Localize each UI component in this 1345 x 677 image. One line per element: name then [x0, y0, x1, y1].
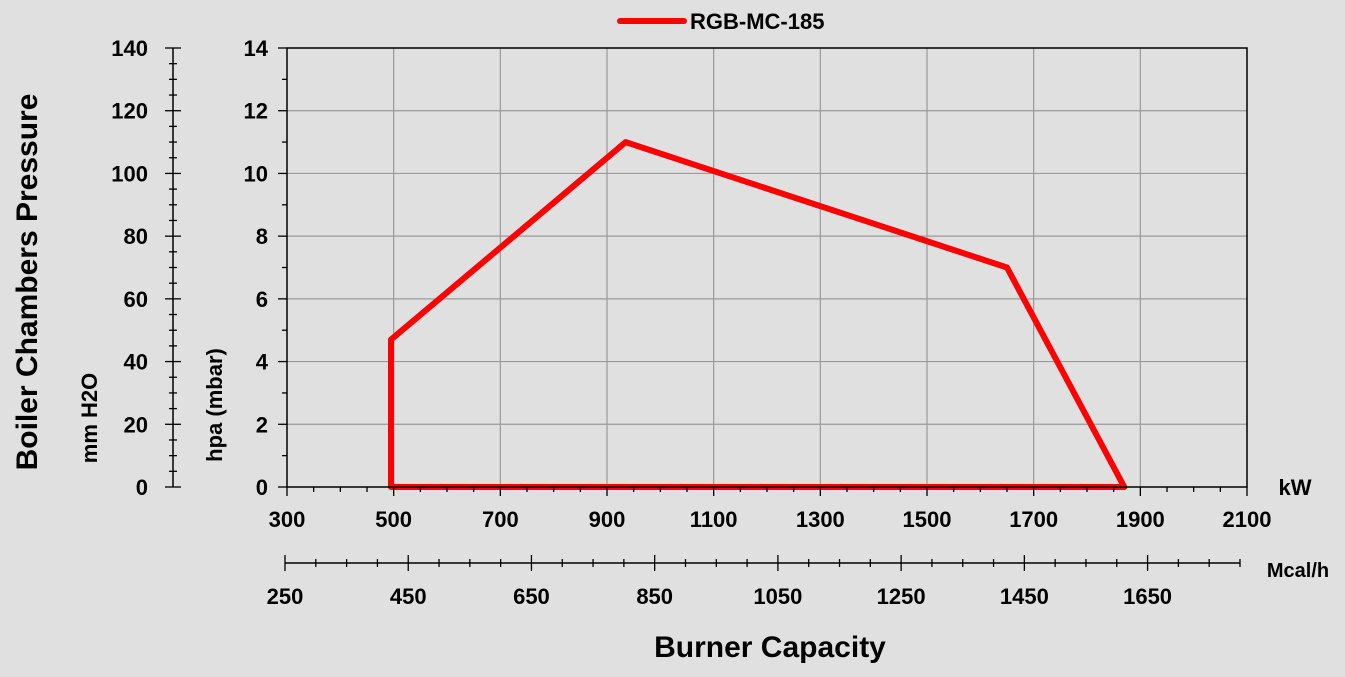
x-mcal-tick-label: 250 — [267, 584, 304, 609]
legend-label: RGB-MC-185 — [690, 9, 824, 34]
x-mcal-tick-label: 1250 — [877, 584, 926, 609]
x-kw-tick-label: 300 — [269, 507, 306, 532]
y-hpa-tick-label: 0 — [256, 475, 268, 500]
x-kw-tick-label: 1500 — [903, 507, 952, 532]
y-mm-tick-label: 120 — [111, 99, 148, 124]
x-mcal-tick-label: 1450 — [1000, 584, 1049, 609]
y-axis-title: Boiler Chambers Pressure — [11, 94, 44, 471]
x-axis-title: Burner Capacity — [654, 631, 886, 664]
y-hpa-tick-label: 4 — [256, 350, 269, 375]
y-hpa-tick-label: 8 — [256, 224, 268, 249]
y-hpa-tick-label: 10 — [244, 161, 268, 186]
y-hpa-tick-label: 12 — [244, 99, 268, 124]
y-hpa-axis-label: hpa (mbar) — [202, 348, 227, 462]
plot-area-border — [286, 47, 1248, 488]
x-kw-tick-label: 700 — [482, 507, 519, 532]
y-hpa-tick-label: 14 — [244, 36, 269, 61]
y-mm-tick-label: 0 — [136, 475, 148, 500]
x-kw-unit-label: kW — [1279, 475, 1312, 500]
y-mm-tick-label: 80 — [124, 224, 148, 249]
x-kw-tick-label: 1700 — [1009, 507, 1058, 532]
chart-grid — [287, 48, 1247, 487]
x-kw-tick-label: 1100 — [690, 507, 738, 532]
x-mcal-tick-label: 1650 — [1123, 584, 1172, 609]
y-mm-tick-label: 100 — [111, 161, 148, 186]
y-mm-axis-label: mm H2O — [77, 373, 102, 463]
x-mcal-tick-label: 1050 — [753, 584, 802, 609]
x-mcal-tick-label: 450 — [390, 584, 427, 609]
y-hpa-tick-label: 2 — [256, 412, 268, 437]
x-kw-tick-label: 900 — [589, 507, 626, 532]
x-kw-tick-label: 2100 — [1223, 507, 1272, 532]
x-mcal-tick-label: 850 — [636, 584, 673, 609]
y-mm-tick-label: 20 — [124, 412, 148, 437]
y-hpa-tick-label: 6 — [256, 287, 268, 312]
chart-series — [388, 139, 1128, 490]
chart-axes — [165, 47, 1248, 571]
y-mm-tick-label: 140 — [111, 36, 148, 61]
series-line — [388, 139, 1128, 490]
chart-labels: 300 500 700 900 1100 1300 1500 1700 1900 2100kW25… — [11, 36, 1329, 664]
x-kw-tick-label: 1300 — [796, 507, 845, 532]
y-mm-tick-label: 60 — [124, 287, 148, 312]
x-kw-tick-label: 500 — [375, 507, 412, 532]
chart-legend: RGB-MC-185 — [617, 9, 824, 34]
x-mcal-tick-label: 650 — [513, 584, 550, 609]
y-mm-tick-label: 40 — [124, 350, 148, 375]
x-mcal-unit-label: Mcal/h — [1267, 560, 1329, 582]
x-kw-tick-label: 1900 — [1116, 507, 1165, 532]
